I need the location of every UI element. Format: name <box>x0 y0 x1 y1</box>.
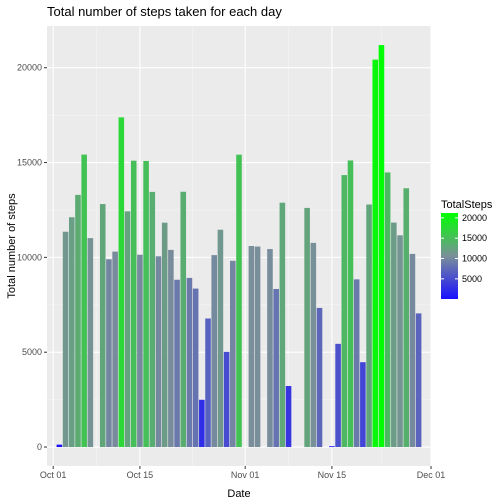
x-tick-label: Dec 01 <box>417 470 446 480</box>
bar <box>366 204 372 448</box>
bar <box>186 277 193 448</box>
y-axis: 0 5000 10000 15000 20000 <box>17 63 47 452</box>
bar <box>230 260 236 448</box>
x-tick-label: Nov 15 <box>318 470 347 480</box>
bar <box>409 253 416 448</box>
bar <box>310 242 317 448</box>
bar <box>174 279 180 448</box>
bar <box>75 194 81 448</box>
legend-tick-label: 5000 <box>462 274 482 284</box>
x-axis-label: Date <box>227 488 250 500</box>
x-tick-label: Oct 15 <box>127 470 154 480</box>
bar <box>329 446 335 448</box>
y-axis-label: Total number of steps <box>6 193 18 299</box>
bar <box>403 188 410 448</box>
bar <box>397 235 403 448</box>
bar <box>217 229 224 448</box>
bar <box>68 217 75 448</box>
y-tick-label: 20000 <box>17 63 42 73</box>
bars-layer <box>56 45 422 448</box>
bar <box>378 45 385 448</box>
bar <box>112 251 118 448</box>
bar <box>353 279 360 448</box>
bar <box>192 288 199 448</box>
bar <box>180 191 187 448</box>
bar <box>347 160 354 448</box>
x-axis: Oct 01 Oct 15 Nov 01 Nov 15 Dec 01 <box>40 466 445 480</box>
bar <box>199 399 205 448</box>
bar <box>143 160 149 448</box>
bar <box>99 204 106 448</box>
bar <box>279 202 286 448</box>
bar <box>106 259 112 448</box>
legend: TotalSteps 20000 15000 10000 5000 <box>441 199 493 299</box>
y-tick-label: 10000 <box>17 252 42 262</box>
bar <box>254 246 261 448</box>
chart-title: Total number of steps taken for each day <box>47 4 282 19</box>
bar <box>137 254 143 448</box>
bar <box>161 222 168 448</box>
bar <box>415 313 422 448</box>
bar <box>273 288 279 448</box>
bar <box>155 256 162 448</box>
bar <box>118 117 125 448</box>
legend-tick-label: 15000 <box>462 233 487 243</box>
bar <box>248 246 255 448</box>
bar <box>130 160 137 448</box>
bar <box>168 249 174 448</box>
bar <box>335 343 341 448</box>
bar <box>267 249 273 448</box>
y-tick-label: 0 <box>37 442 42 452</box>
bar <box>316 307 323 448</box>
bar <box>62 231 69 448</box>
bar <box>87 238 94 448</box>
legend-colorbar <box>441 213 458 299</box>
bar <box>236 154 242 448</box>
legend-title: TotalSteps <box>441 199 493 211</box>
bar <box>149 191 156 448</box>
bar <box>341 175 348 448</box>
x-tick-label: Nov 01 <box>231 470 260 480</box>
bar <box>124 211 131 448</box>
bar <box>211 255 218 448</box>
bar <box>391 222 397 448</box>
bar <box>285 385 292 448</box>
bar <box>372 59 379 448</box>
bar <box>360 362 366 448</box>
legend-ticks: 20000 15000 10000 5000 <box>441 213 487 284</box>
bar <box>56 444 63 448</box>
bar <box>223 351 230 448</box>
y-tick-label: 15000 <box>17 158 42 168</box>
bar <box>81 154 87 448</box>
legend-tick-label: 20000 <box>462 213 487 223</box>
legend-tick-label: 10000 <box>462 254 487 264</box>
bar <box>304 207 310 448</box>
bar <box>205 318 211 448</box>
bar <box>384 172 391 448</box>
x-tick-label: Oct 01 <box>40 470 67 480</box>
y-tick-label: 5000 <box>22 347 42 357</box>
